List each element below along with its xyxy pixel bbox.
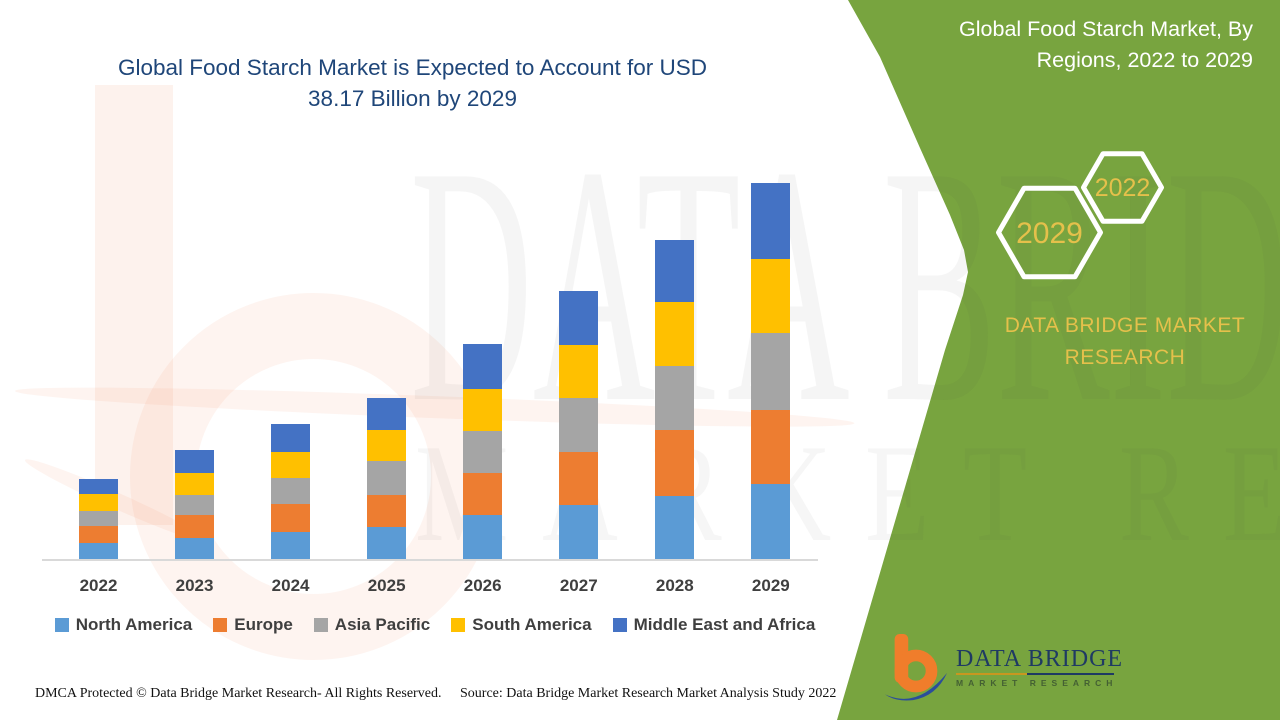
hexagon-2022-year: 2022: [1095, 174, 1151, 202]
footer-source: Source: Data Bridge Market Research Mark…: [460, 686, 837, 701]
bar-segment-2028-asia-pacific: [655, 365, 695, 430]
x-axis-label-2026: 2026: [463, 576, 502, 595]
bar-segment-2024-north-america: [271, 532, 311, 559]
bar-segment-2025-europe: [367, 494, 407, 527]
legend-item-europe: Europe: [213, 615, 293, 635]
bar-segment-2023-north-america: [175, 538, 215, 559]
bar-segment-2028-south-america: [655, 301, 695, 366]
hexagon-2029-outline: [996, 185, 1103, 280]
plot-area: 2022 2023 2024 2025 2026 2027 2028 2029: [42, 183, 818, 595]
bar-segment-2023-europe: [175, 515, 215, 538]
bar-segment-2023-south-america: [175, 473, 215, 496]
x-axis-line: [42, 559, 818, 561]
side-panel-heading-line2: Regions, 2022 to 2029: [1036, 48, 1253, 72]
bar-segment-2024-south-america: [271, 452, 311, 479]
x-axis-label-2029: 2029: [751, 576, 790, 595]
footer-dmca: DMCA Protected © Data Bridge Market Rese…: [35, 686, 442, 701]
chart-title: Global Food Starch Market is Expected to…: [55, 52, 770, 114]
bar-segment-2029-europe: [751, 410, 791, 485]
brand-logo: DATA BRIDGE MARKET RESEARCH: [882, 632, 1123, 708]
side-panel-heading-line1: Global Food Starch Market, By: [959, 17, 1253, 41]
bar-segment-2023-asia-pacific: [175, 495, 215, 516]
logo-swoosh: [884, 672, 948, 701]
side-panel-brand-caption: DATA BRIDGE MARKET RESEARCH: [1004, 314, 1246, 369]
bar-segment-2024-europe: [271, 504, 311, 532]
legend: North America Europe Asia Pacific South Ame…: [0, 615, 870, 635]
bar-segment-2022-south-america: [79, 493, 118, 512]
bar-segment-2026-south-america: [463, 389, 503, 432]
bar-segment-2029-north-america: [751, 484, 791, 559]
legend-label-south-america: South America: [472, 615, 592, 634]
bar-segment-2027-north-america: [559, 505, 599, 559]
legend-label-europe: Europe: [234, 615, 293, 634]
x-axis-label-2024: 2024: [271, 576, 310, 595]
bar-segment-2027-middle-east-and-africa: [559, 291, 599, 346]
bar-segment-2029-middle-east-and-africa: [751, 183, 791, 260]
bar-segment-2024-middle-east-and-africa: [271, 424, 311, 452]
bar-segment-2025-asia-pacific: [367, 460, 407, 495]
legend-swatch-north-america: [54, 618, 69, 632]
bar-segment-2026-europe: [463, 473, 503, 515]
side-panel-heading: Global Food Starch Market, By Regions, 2…: [893, 14, 1253, 76]
x-axis-label-2022: 2022: [79, 576, 118, 595]
bar-segment-2028-north-america: [655, 495, 695, 559]
legend-swatch-europe: [213, 618, 228, 632]
brand-logo-underline: [956, 673, 1114, 675]
legend-swatch-asia-pacific: [313, 618, 328, 632]
bar-segment-2029-asia-pacific: [751, 333, 791, 411]
bar-segment-2022-europe: [79, 526, 118, 544]
logo-b-bowl: [894, 649, 938, 693]
legend-item-middle-east-and-africa: Middle East and Africa: [612, 615, 816, 635]
bar-segment-2025-middle-east-and-africa: [367, 397, 407, 430]
bar-segment-2026-middle-east-and-africa: [463, 344, 503, 390]
x-axis-label-2027: 2027: [559, 576, 598, 595]
bar-segment-2028-middle-east-and-africa: [655, 239, 695, 302]
legend-label-north-america: North America: [75, 615, 193, 634]
bar-segment-2026-asia-pacific: [463, 431, 503, 473]
legend-item-south-america: South America: [451, 615, 592, 635]
brand-logo-mark: [884, 634, 948, 701]
brand-logo-tagline: MARKET RESEARCH: [956, 678, 1118, 688]
legend-swatch-south-america: [451, 618, 466, 632]
legend-swatch-middle-east-and-africa: [612, 618, 627, 632]
brand-logo-name: DATA BRIDGE: [956, 646, 1124, 672]
bar-segment-2028-europe: [655, 429, 695, 496]
bar-segment-2025-south-america: [367, 429, 407, 461]
brand-logo-text: DATA BRIDGE MARKET RESEARCH: [956, 646, 1123, 688]
bar-segment-2024-asia-pacific: [271, 478, 311, 505]
bar-segment-2027-asia-pacific: [559, 398, 599, 452]
legend-label-asia-pacific: Asia Pacific: [334, 615, 431, 634]
bar-segment-2023-middle-east-and-africa: [175, 450, 215, 474]
bar-segment-2025-north-america: [367, 526, 407, 559]
legend-item-north-america: North America: [54, 615, 193, 635]
x-axis-label-2028: 2028: [655, 576, 694, 595]
hexagon-2029-year: 2029: [1016, 217, 1083, 250]
chart-title-line1: Global Food Starch Market is Expected to…: [117, 55, 708, 80]
bar-segment-2029-south-america: [751, 259, 791, 334]
x-axis-label-2025: 2025: [367, 576, 406, 595]
bar-segment-2026-north-america: [463, 514, 503, 559]
legend-item-asia-pacific: Asia Pacific: [313, 615, 431, 635]
x-axis-label-2023: 2023: [175, 576, 214, 595]
bar-segment-2022-north-america: [79, 543, 118, 559]
bar-segment-2022-asia-pacific: [79, 511, 118, 526]
chart-title-line2: 38.17 Billion by 2029: [308, 86, 517, 111]
year-hexagons: 2029 2022: [996, 151, 1164, 280]
hexagon-2022-outline: [1081, 151, 1164, 224]
bar-segment-2027-europe: [559, 452, 599, 505]
bar-segment-2027-south-america: [559, 345, 599, 399]
bar-segment-2022-middle-east-and-africa: [79, 479, 118, 494]
legend-label-middle-east-and-africa: Middle East and Africa: [633, 615, 816, 634]
